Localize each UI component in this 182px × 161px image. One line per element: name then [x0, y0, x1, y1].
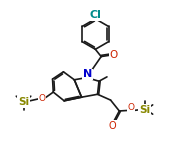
Text: Si: Si [139, 104, 150, 114]
Text: Cl: Cl [89, 10, 101, 20]
Text: O: O [128, 103, 135, 112]
Text: N: N [83, 69, 92, 79]
Text: Si: Si [18, 97, 29, 107]
Text: O: O [39, 94, 46, 103]
Text: O: O [110, 50, 118, 60]
Text: O: O [109, 121, 117, 131]
